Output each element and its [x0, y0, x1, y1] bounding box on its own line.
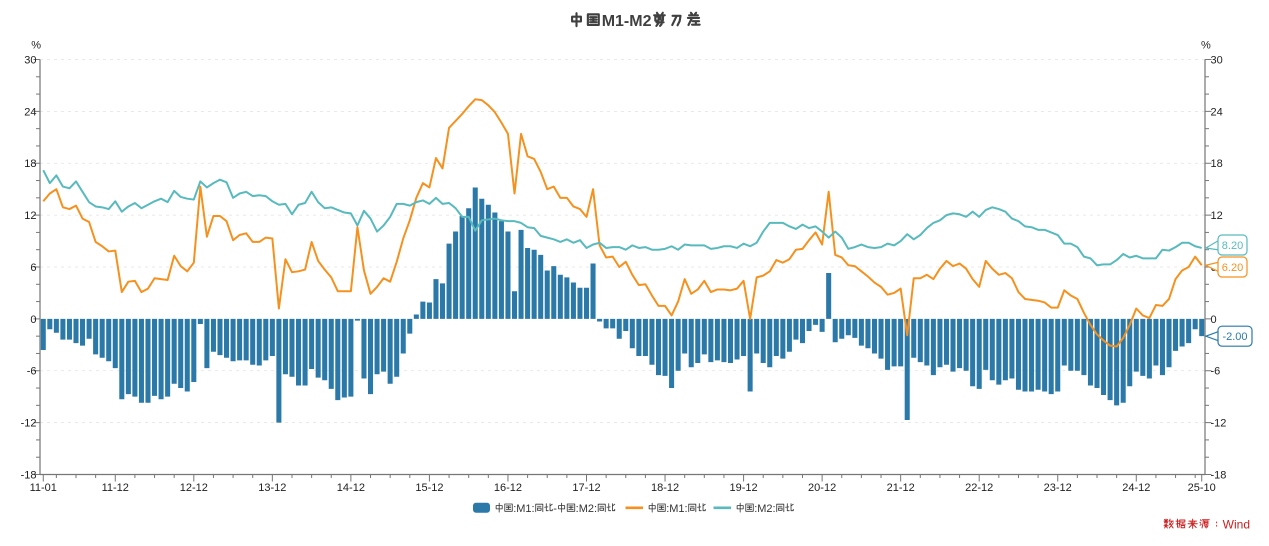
- svg-text:20-12: 20-12: [808, 482, 836, 494]
- svg-text:M1-M2: M1-M2: [602, 13, 652, 30]
- svg-text:30: 30: [1211, 54, 1223, 66]
- svg-text:18-12: 18-12: [651, 482, 679, 494]
- svg-text:18: 18: [1211, 158, 1223, 170]
- svg-text:21-12: 21-12: [887, 482, 915, 494]
- svg-text:12-12: 12-12: [180, 482, 208, 494]
- svg-text:Wind: Wind: [1223, 518, 1250, 532]
- svg-text:24: 24: [1211, 106, 1223, 118]
- svg-text::M1:: :M1:: [513, 503, 534, 515]
- svg-text:18: 18: [24, 158, 36, 170]
- svg-text:24: 24: [24, 106, 36, 118]
- svg-text:0: 0: [1211, 314, 1217, 326]
- svg-text:8.20: 8.20: [1222, 240, 1243, 252]
- svg-text:-12: -12: [1211, 418, 1227, 430]
- svg-text:14-12: 14-12: [337, 482, 365, 494]
- svg-text:12: 12: [1211, 210, 1223, 222]
- svg-text:30: 30: [24, 54, 36, 66]
- svg-text:-18: -18: [1211, 469, 1227, 481]
- svg-text:11-12: 11-12: [102, 482, 129, 494]
- svg-text:-: -: [553, 503, 557, 515]
- svg-text:6: 6: [30, 262, 36, 274]
- svg-text:0: 0: [30, 314, 36, 326]
- svg-text:15-12: 15-12: [415, 482, 443, 494]
- svg-text:24-12: 24-12: [1122, 482, 1150, 494]
- svg-text:-18: -18: [21, 469, 37, 481]
- svg-text:6.20: 6.20: [1222, 262, 1243, 274]
- svg-text:13-12: 13-12: [258, 482, 286, 494]
- svg-text::M2:: :M2:: [576, 503, 597, 515]
- svg-text:%: %: [1201, 40, 1211, 52]
- svg-text:16-12: 16-12: [494, 482, 522, 494]
- svg-text:17-12: 17-12: [572, 482, 600, 494]
- svg-text:%: %: [31, 40, 41, 52]
- svg-text::M1:: :M1:: [666, 503, 687, 515]
- svg-text:11-01: 11-01: [30, 482, 57, 494]
- svg-text:-6: -6: [1211, 366, 1221, 378]
- svg-text:-2.00: -2.00: [1222, 331, 1247, 343]
- svg-text:23-12: 23-12: [1044, 482, 1072, 494]
- svg-text:-6: -6: [27, 366, 37, 378]
- svg-text:25-10: 25-10: [1188, 482, 1216, 494]
- svg-text::M2:: :M2:: [754, 503, 775, 515]
- svg-text:19-12: 19-12: [730, 482, 758, 494]
- svg-text:-12: -12: [21, 418, 37, 430]
- svg-text:12: 12: [24, 210, 36, 222]
- svg-text:22-12: 22-12: [965, 482, 993, 494]
